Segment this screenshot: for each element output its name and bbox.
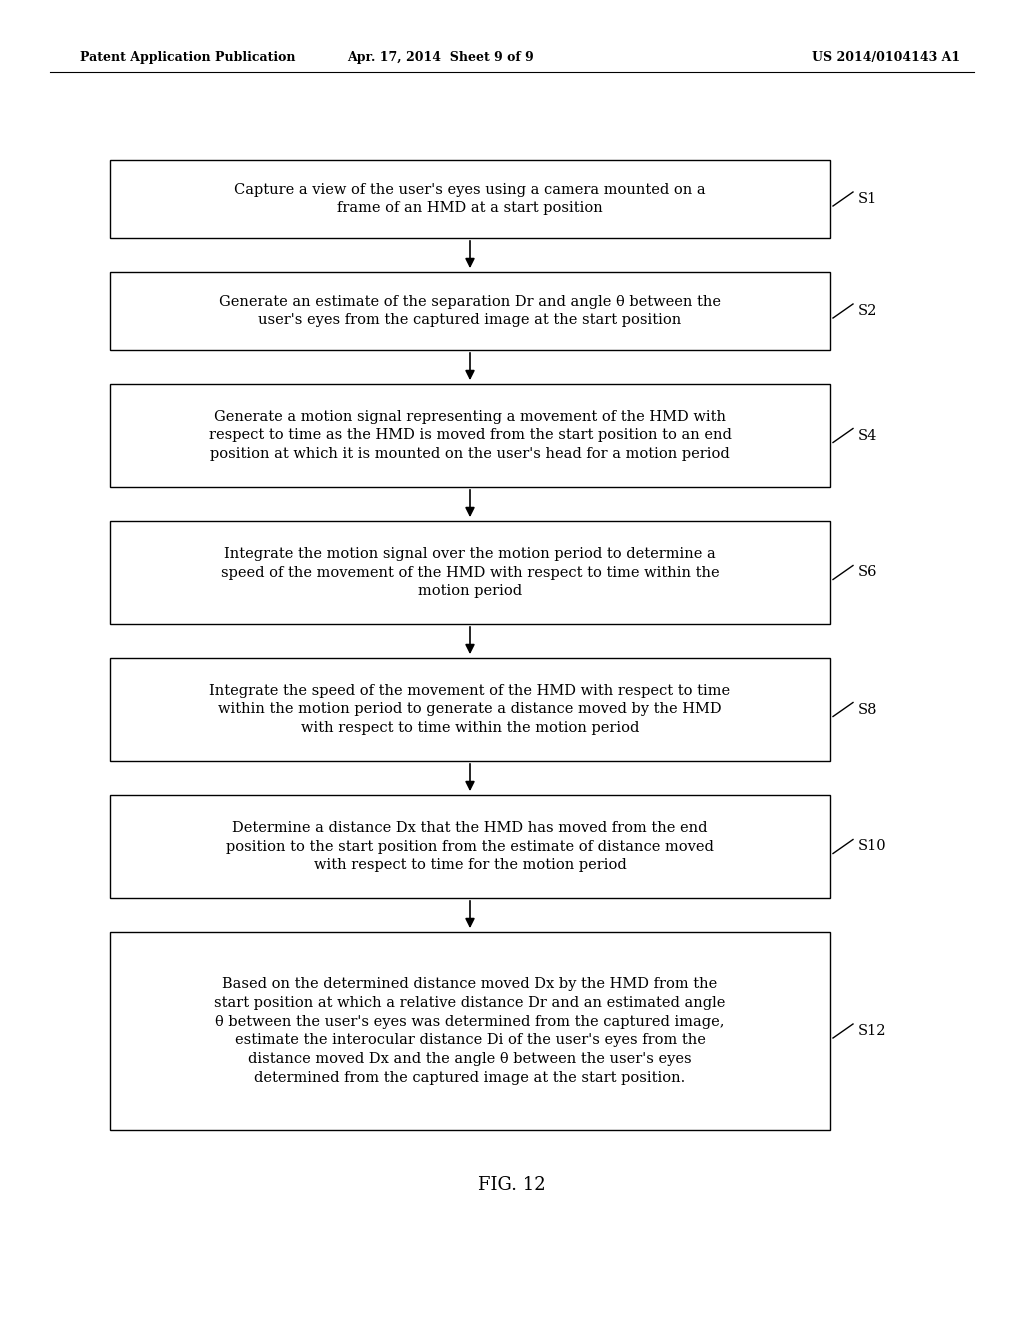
Bar bbox=[110, 160, 830, 238]
Text: S10: S10 bbox=[858, 840, 887, 854]
Text: Integrate the motion signal over the motion period to determine a
speed of the m: Integrate the motion signal over the mot… bbox=[221, 546, 719, 598]
Text: Apr. 17, 2014  Sheet 9 of 9: Apr. 17, 2014 Sheet 9 of 9 bbox=[347, 51, 534, 65]
Text: Based on the determined distance moved Dx by the HMD from the
start position at : Based on the determined distance moved D… bbox=[214, 977, 726, 1085]
Bar bbox=[110, 521, 830, 624]
Text: Generate a motion signal representing a movement of the HMD with
respect to time: Generate a motion signal representing a … bbox=[209, 409, 731, 462]
Text: S12: S12 bbox=[858, 1024, 887, 1038]
Text: Capture a view of the user's eyes using a camera mounted on a
frame of an HMD at: Capture a view of the user's eyes using … bbox=[234, 182, 706, 215]
Bar bbox=[110, 657, 830, 762]
Text: S6: S6 bbox=[858, 565, 878, 579]
Bar bbox=[110, 384, 830, 487]
Text: S8: S8 bbox=[858, 702, 878, 717]
Bar bbox=[110, 795, 830, 898]
Bar bbox=[110, 272, 830, 350]
Text: Patent Application Publication: Patent Application Publication bbox=[80, 51, 296, 65]
Text: Integrate the speed of the movement of the HMD with respect to time
within the m: Integrate the speed of the movement of t… bbox=[210, 684, 730, 735]
Text: S1: S1 bbox=[858, 191, 878, 206]
Text: Determine a distance Dx that the HMD has moved from the end
position to the star: Determine a distance Dx that the HMD has… bbox=[226, 821, 714, 873]
Text: FIG. 12: FIG. 12 bbox=[478, 1176, 546, 1195]
Text: S4: S4 bbox=[858, 429, 878, 442]
Text: US 2014/0104143 A1: US 2014/0104143 A1 bbox=[812, 51, 961, 65]
Bar bbox=[110, 932, 830, 1130]
Text: S2: S2 bbox=[858, 304, 878, 318]
Text: Generate an estimate of the separation Dr and angle θ between the
user's eyes fr: Generate an estimate of the separation D… bbox=[219, 294, 721, 327]
